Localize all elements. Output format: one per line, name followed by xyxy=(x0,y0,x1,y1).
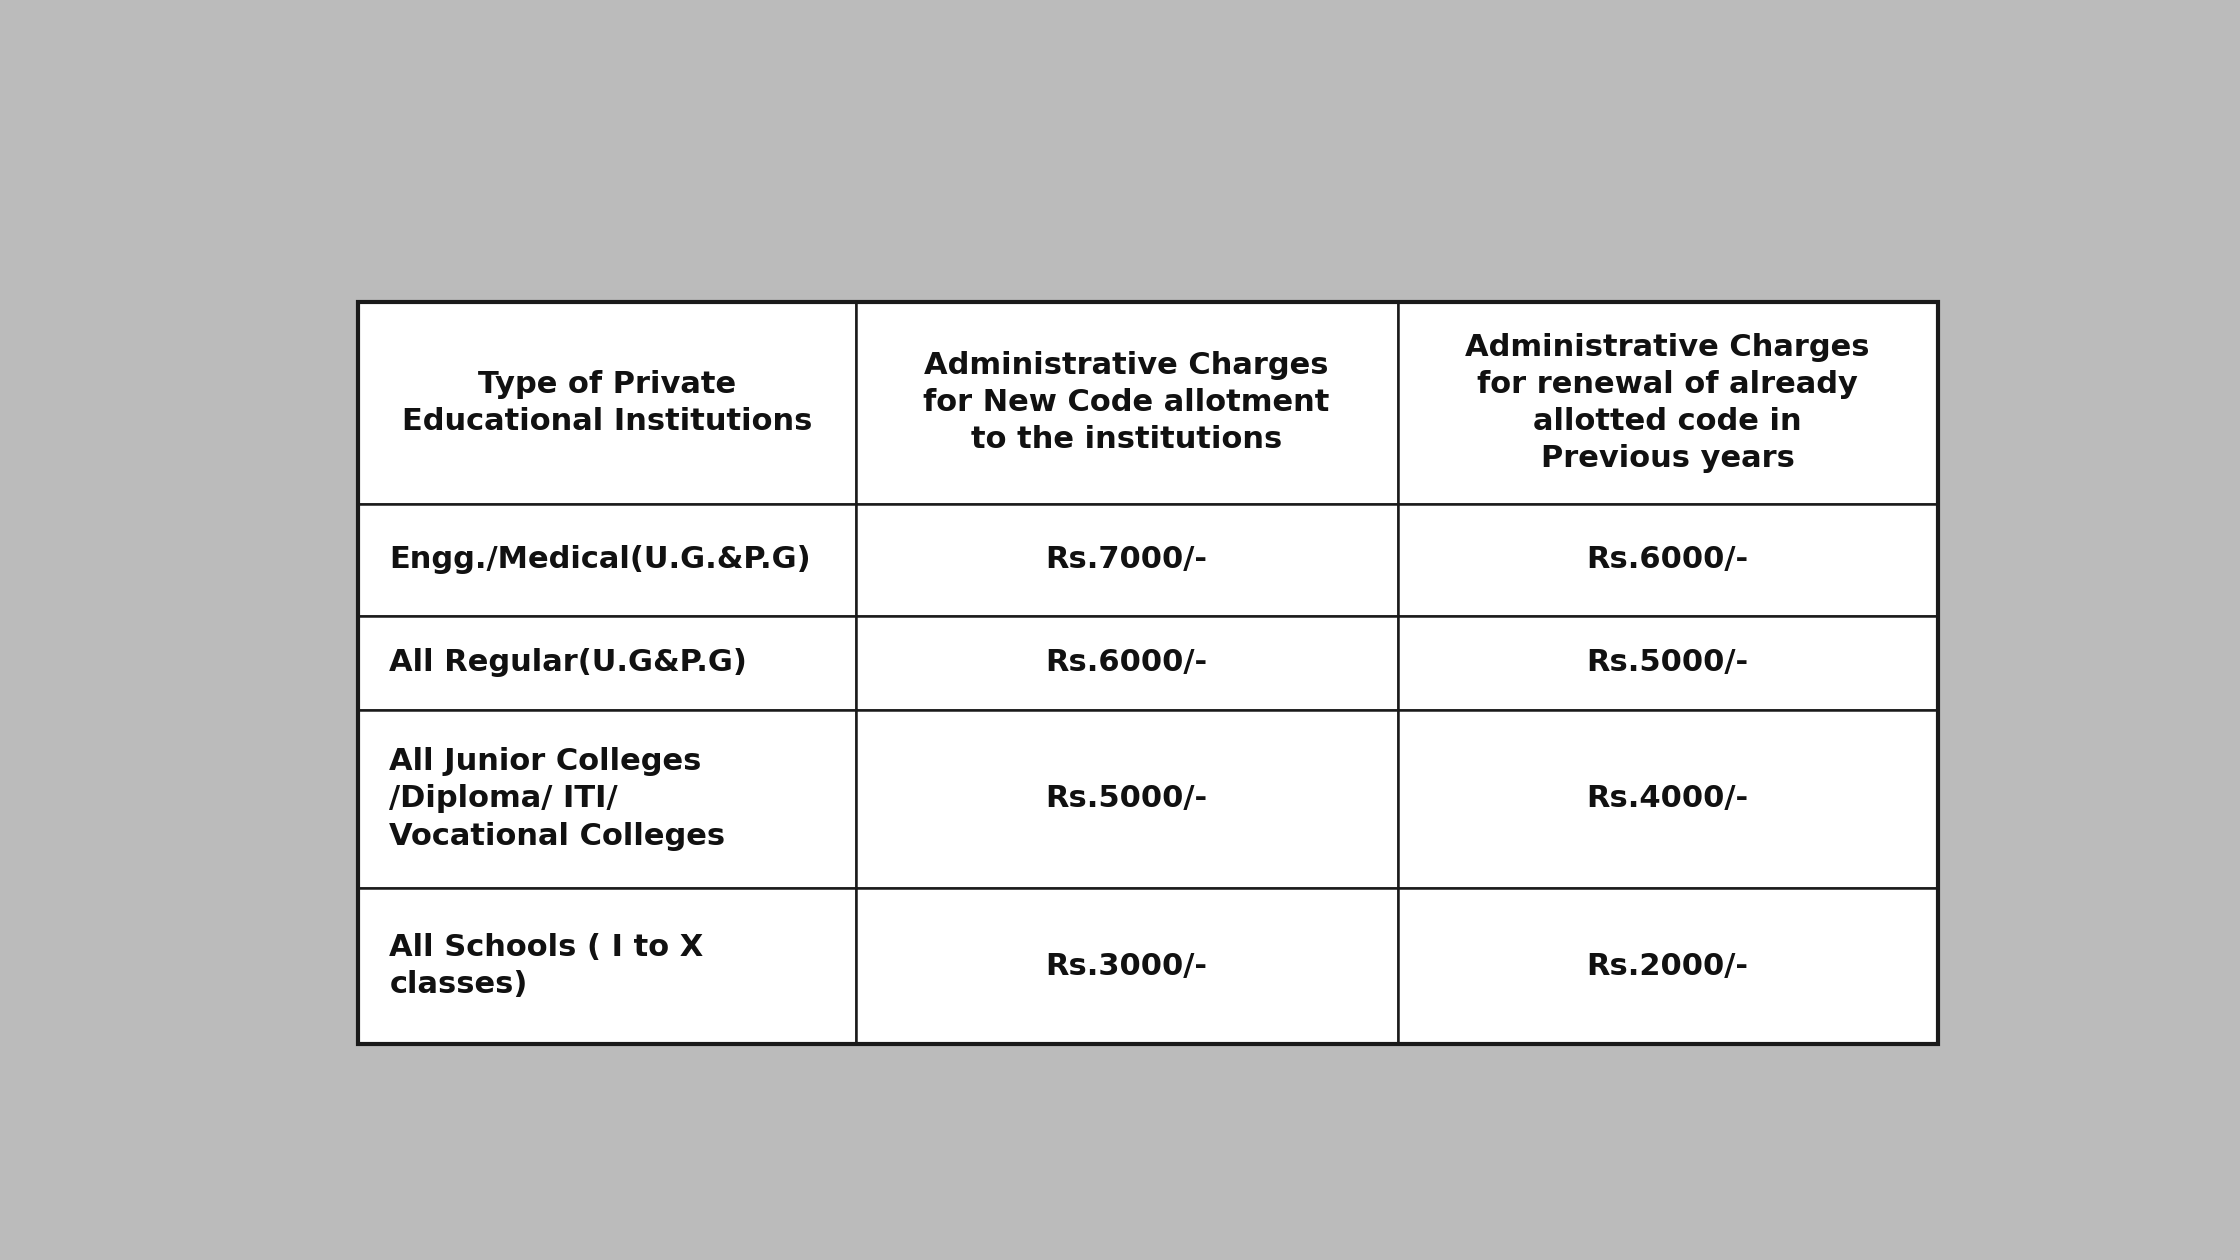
Bar xyxy=(1398,709,1938,888)
Bar xyxy=(1398,888,1938,1043)
Bar xyxy=(856,301,1398,504)
Text: Rs.5000/-: Rs.5000/- xyxy=(1046,785,1207,814)
Bar xyxy=(358,301,1938,1043)
Text: Rs.6000/-: Rs.6000/- xyxy=(1046,649,1207,678)
Text: Rs.5000/-: Rs.5000/- xyxy=(1586,649,1749,678)
Text: Type of Private
Educational Institutions: Type of Private Educational Institutions xyxy=(401,369,813,436)
Bar xyxy=(358,709,856,888)
Text: Administrative Charges
for renewal of already
allotted code in
Previous years: Administrative Charges for renewal of al… xyxy=(1465,333,1870,472)
Bar xyxy=(358,504,856,616)
Bar xyxy=(358,616,856,709)
Text: Rs.2000/-: Rs.2000/- xyxy=(1586,951,1749,980)
Text: Engg./Medical(U.G.&P.G): Engg./Medical(U.G.&P.G) xyxy=(390,546,811,575)
Bar xyxy=(1398,301,1938,504)
Bar xyxy=(358,888,856,1043)
Text: All Regular(U.G&P.G): All Regular(U.G&P.G) xyxy=(390,649,748,678)
Text: Administrative Charges
for New Code allotment
to the institutions: Administrative Charges for New Code allo… xyxy=(923,352,1331,454)
Text: All Schools ( I to X
classes): All Schools ( I to X classes) xyxy=(390,934,703,999)
Bar xyxy=(856,709,1398,888)
Bar xyxy=(856,616,1398,709)
Text: All Junior Colleges
/Diploma/ ITI/
Vocational Colleges: All Junior Colleges /Diploma/ ITI/ Vocat… xyxy=(390,747,726,850)
Bar xyxy=(856,888,1398,1043)
Bar xyxy=(856,504,1398,616)
Bar xyxy=(1398,504,1938,616)
Bar xyxy=(1398,616,1938,709)
Text: Rs.6000/-: Rs.6000/- xyxy=(1586,546,1749,575)
Text: Rs.7000/-: Rs.7000/- xyxy=(1046,546,1207,575)
Text: Rs.4000/-: Rs.4000/- xyxy=(1586,785,1749,814)
Bar xyxy=(358,301,856,504)
Text: Rs.3000/-: Rs.3000/- xyxy=(1046,951,1207,980)
